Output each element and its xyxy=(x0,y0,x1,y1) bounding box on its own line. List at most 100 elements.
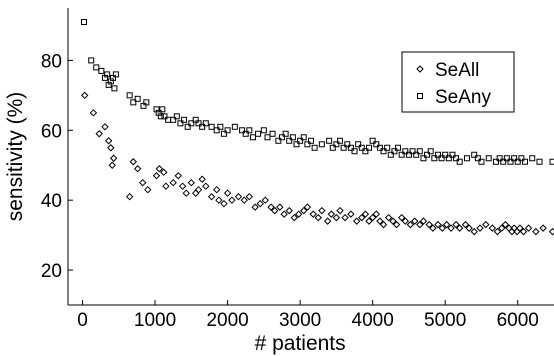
point-seany-91 xyxy=(445,155,452,162)
point-seall-77 xyxy=(442,220,451,229)
point-seany-66 xyxy=(355,141,362,148)
point-seall-60 xyxy=(368,213,377,222)
point-seall-44 xyxy=(294,210,303,218)
x-tick-label-6: 6000 xyxy=(497,310,539,331)
point-seany-11 xyxy=(126,92,133,99)
point-seall-24 xyxy=(198,175,206,183)
point-seall-95 xyxy=(519,227,528,236)
point-seall-25 xyxy=(202,182,210,190)
point-seall-19 xyxy=(178,182,187,190)
point-seany-25 xyxy=(181,116,188,123)
point-seany-95 xyxy=(463,155,470,162)
point-seall-1 xyxy=(89,109,98,117)
point-seany-20 xyxy=(161,113,168,120)
point-seany-103 xyxy=(503,155,510,162)
point-seall-87 xyxy=(493,227,502,236)
point-seany-41 xyxy=(249,134,256,141)
point-seall-61 xyxy=(372,210,380,218)
legend: SeAll SeAny xyxy=(401,51,515,113)
point-seany-106 xyxy=(514,158,521,165)
point-seall-63 xyxy=(379,220,388,229)
point-seall-79 xyxy=(452,220,460,229)
point-seall-64 xyxy=(384,213,393,222)
point-seall-84 xyxy=(476,224,484,232)
point-seall-3 xyxy=(101,123,109,131)
point-seall-31 xyxy=(228,196,236,204)
point-seall-41 xyxy=(280,210,288,218)
point-seall-88 xyxy=(498,224,506,232)
point-seall-70 xyxy=(411,217,419,225)
point-seall-62 xyxy=(376,217,384,225)
y-tick-label-3: 80 xyxy=(41,51,62,72)
point-seall-83 xyxy=(470,227,478,236)
point-seall-59 xyxy=(365,217,373,225)
x-tick-label-3: 3000 xyxy=(279,310,321,331)
point-seany-24 xyxy=(177,120,184,127)
point-seall-43 xyxy=(290,213,299,222)
point-seany-69 xyxy=(366,144,373,151)
point-seall-56 xyxy=(352,217,361,225)
point-seany-85 xyxy=(424,151,431,158)
x-axis-title: # patients xyxy=(255,332,346,355)
point-seany-30 xyxy=(199,123,206,130)
point-seall-35 xyxy=(251,203,259,211)
point-seany-10 xyxy=(112,71,119,78)
legend-marker-seall xyxy=(416,65,424,73)
point-seany-86 xyxy=(427,148,434,155)
point-seall-33 xyxy=(240,196,248,204)
point-seall-76 xyxy=(438,224,446,232)
legend-marker-seany xyxy=(417,93,423,99)
point-seall-42 xyxy=(285,206,293,215)
point-seany-94 xyxy=(456,158,463,165)
point-seall-16 xyxy=(162,182,170,190)
point-seany-36 xyxy=(224,127,231,134)
point-seall-97 xyxy=(532,227,540,236)
point-seall-38 xyxy=(267,203,275,211)
point-seall-36 xyxy=(256,199,264,208)
point-seany-49 xyxy=(286,137,293,144)
point-seall-66 xyxy=(392,220,401,229)
point-seall-69 xyxy=(406,220,415,229)
legend-label-seany: SeAny xyxy=(435,87,491,108)
point-seany-33 xyxy=(213,127,220,134)
point-seany-88 xyxy=(434,151,441,158)
point-seany-75 xyxy=(387,151,394,158)
point-seany-46 xyxy=(275,137,282,144)
x-tick-label-4: 4000 xyxy=(352,310,394,331)
point-seall-30 xyxy=(223,189,232,197)
point-seall-48 xyxy=(314,213,322,222)
point-seany-3 xyxy=(98,67,105,74)
point-seany-19 xyxy=(159,106,166,113)
point-seany-13 xyxy=(134,95,141,102)
point-seany-23 xyxy=(173,113,180,120)
point-seany-35 xyxy=(220,130,227,137)
point-seany-53 xyxy=(300,134,307,141)
point-seall-54 xyxy=(341,213,349,222)
point-seany-111 xyxy=(549,158,554,165)
point-seany-29 xyxy=(195,120,202,127)
point-seany-27 xyxy=(188,120,195,127)
point-seany-61 xyxy=(337,137,344,144)
point-seall-22 xyxy=(191,189,200,197)
point-seall-32 xyxy=(234,192,243,201)
data-marks xyxy=(80,18,554,236)
point-seall-46 xyxy=(303,203,312,211)
point-seany-93 xyxy=(453,155,460,162)
point-seall-85 xyxy=(482,220,490,229)
point-seany-45 xyxy=(269,130,276,137)
x-axis-ticks: 0 1000 2000 3000 4000 5000 6000 xyxy=(77,300,539,331)
point-seany-80 xyxy=(405,151,412,158)
point-seall-5 xyxy=(107,144,115,152)
point-seall-11 xyxy=(139,178,147,187)
point-seany-51 xyxy=(293,141,300,148)
x-tick-label-0: 0 xyxy=(77,310,88,331)
point-seany-62 xyxy=(340,144,347,151)
point-seany-73 xyxy=(380,148,387,155)
point-seany-63 xyxy=(344,141,351,148)
y-axis-title: sensitivity (%) xyxy=(4,92,27,222)
point-seany-21 xyxy=(165,116,172,123)
point-seall-71 xyxy=(416,220,424,229)
point-seall-49 xyxy=(318,206,326,215)
point-seall-99 xyxy=(548,227,554,236)
